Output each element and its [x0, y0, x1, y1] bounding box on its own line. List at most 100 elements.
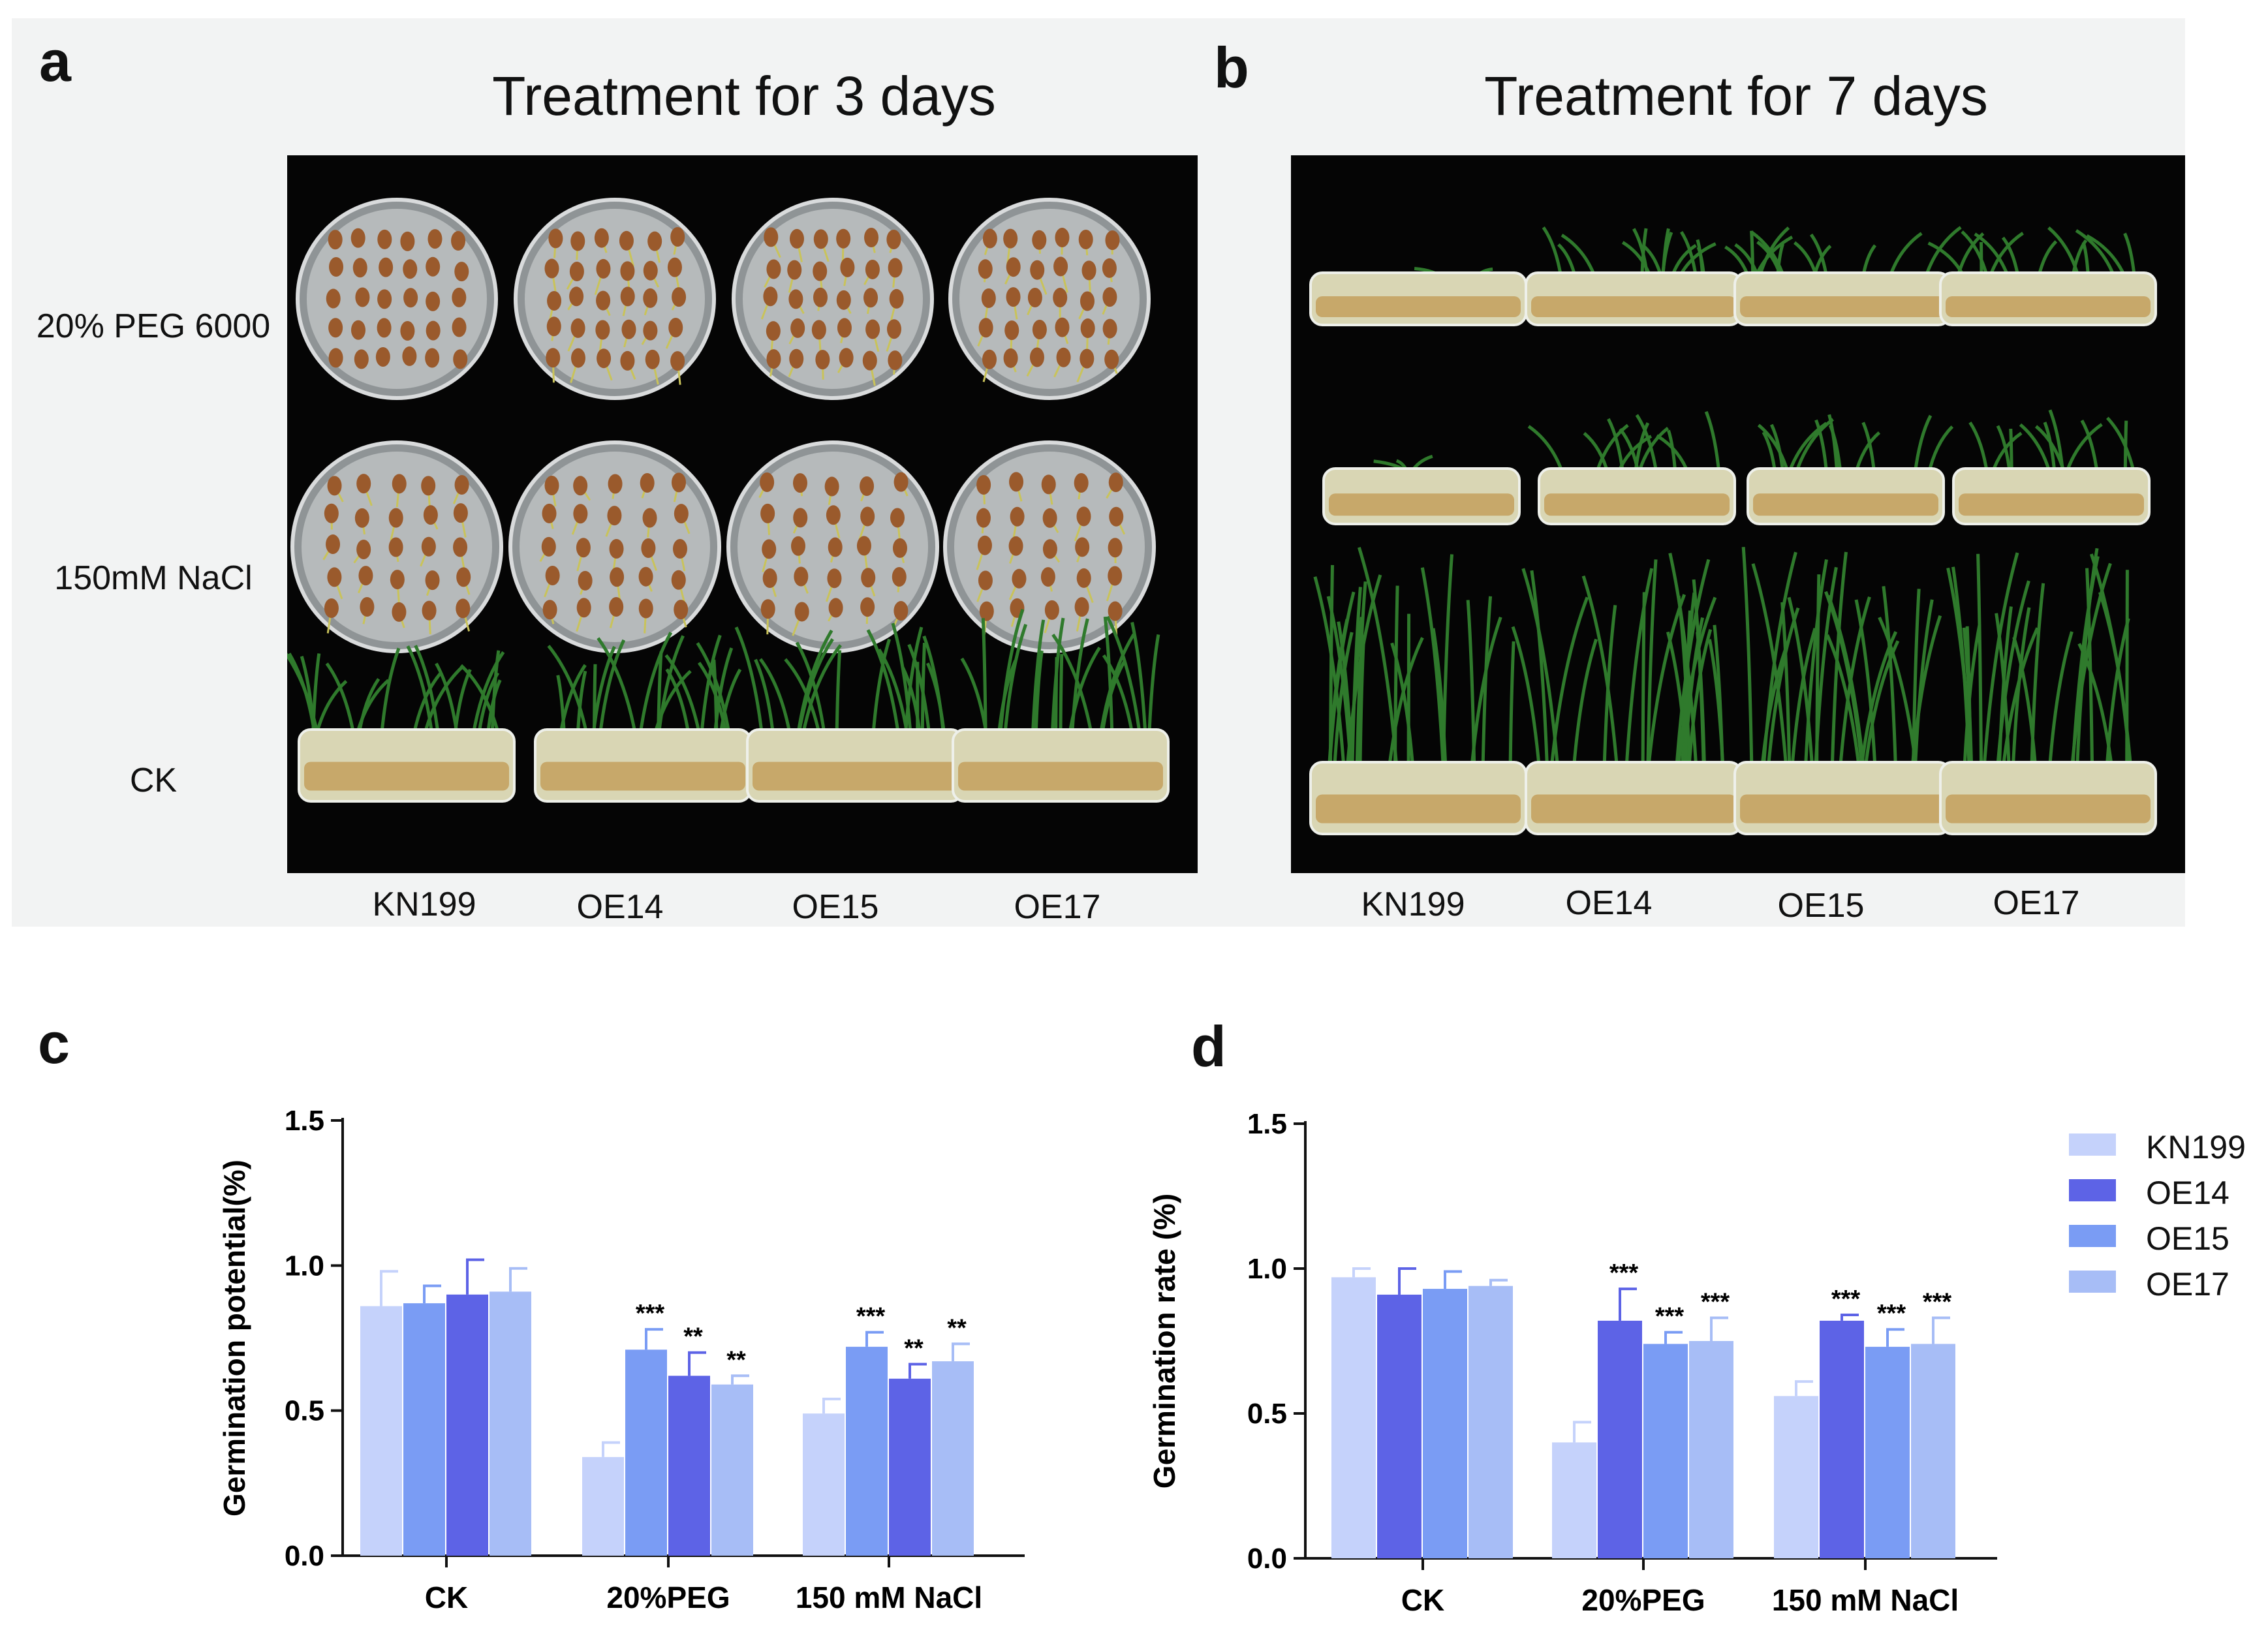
c1-bar-OE15-0 [1423, 1289, 1467, 1558]
petri-dish-ck-2-leaf [795, 641, 827, 737]
petri-dish-peg-1-seed [547, 290, 562, 311]
petri-dish-peg-0-seed [379, 257, 394, 277]
petri-dish-peg-1-seed [619, 230, 634, 251]
petri-dish-nacl-2-seed [760, 472, 775, 492]
c1-y-tick-label-2: 1.0 [1247, 1253, 1287, 1285]
petri-dish-b-ck-0-leaf [1355, 581, 1367, 769]
c0-sig-OE17-1: ** [726, 1346, 746, 1374]
panel-b-title: Treatment for 7 days [1484, 65, 1988, 127]
petri-dish-nacl-0-seed [324, 598, 339, 618]
petri-dish-peg-3-seed [1080, 318, 1095, 339]
petri-dish-nacl-1-seed [541, 536, 556, 557]
petri-dish-b-nacl-1-seeds [1544, 493, 1730, 516]
petri-dish-nacl-2-seed [794, 602, 809, 622]
petri-dish-peg-2-seed [839, 348, 854, 368]
petri-dish-peg-1-seed [643, 288, 658, 308]
petri-dish-nacl-3-seed [1074, 597, 1089, 617]
c0-sig-OE17-2: ** [947, 1314, 967, 1342]
c0-sig-OE15-1: *** [636, 1300, 665, 1327]
col-label-b-oe14: OE14 [1565, 884, 1653, 922]
col-label-a-kn199: KN199 [372, 886, 476, 923]
c0-y-tick-label-0: 0.0 [285, 1540, 324, 1572]
germination-rate-chart: Germination rate (%) 0.0 0.5 1.0 1.5 CK 20%PEG… [1147, 1108, 1997, 1617]
petri-dish-ck-3-leaf [1031, 619, 1046, 737]
petri-dish-b-nacl-1-leaf [1704, 410, 1721, 476]
panel-a-title: Treatment for 3 days [492, 65, 996, 127]
petri-dish-ck-3-leaf [1003, 623, 1028, 737]
petri-dish-nacl-1-seed [578, 570, 593, 591]
petri-dish-peg-2-seed [862, 350, 877, 371]
petri-dish-nacl-3-seed [979, 601, 994, 621]
petri-dish-peg-3-seed [978, 259, 993, 279]
petri-dish-nacl-0-seed [388, 537, 403, 557]
petri-dish-nacl-2-seed [828, 537, 843, 557]
petri-dish-nacl-3-seed [1012, 568, 1027, 589]
petri-dish-b-ck-1-leaf [1602, 605, 1617, 769]
petri-dish-peg-1-paper [525, 209, 705, 389]
petri-dish-peg-3-paper [959, 209, 1140, 389]
petri-dish-ck-1-leaf [558, 664, 587, 737]
petri-dish-peg-1-seed [621, 319, 636, 339]
petri-dish-peg-2-seed [865, 259, 880, 279]
legend-swatch-oe14 [2069, 1179, 2116, 1201]
petri-dish-peg-0-paper [307, 209, 487, 389]
petri-dish-peg-3-seed [1104, 349, 1119, 369]
c0-bar-OE17-1 [711, 1384, 753, 1556]
petri-dish-nacl-1-seed [576, 598, 591, 618]
legend: KN199 OE14 OE15 OE17 [2069, 1126, 2265, 1387]
petri-dish-peg-2-seed [864, 228, 879, 248]
petri-dish-peg-2-seed [764, 227, 779, 247]
petri-dish-b-ck-1-leaf [1713, 624, 1724, 769]
petri-dish-peg-2-seed [813, 261, 828, 281]
seedling-dishes-7-days [1309, 226, 2157, 835]
petri-dish-nacl-3-seed [1108, 566, 1123, 586]
petri-dish-nacl-0-seed [421, 476, 436, 496]
petri-dish-b-ck-2-leaf [1790, 628, 1817, 769]
petri-dish-nacl-1-seed [671, 472, 686, 493]
petri-dish-peg-0-seed [328, 318, 343, 338]
petri-dish-peg-3-seed [1102, 258, 1117, 278]
petri-dish-ck-1-leaf [591, 645, 616, 737]
petri-dish-b-ck-0-leaf [1420, 567, 1445, 769]
c1-category-label-1: 20%PEG [1581, 1583, 1705, 1617]
petri-dish-peg-2-seed [865, 319, 880, 339]
petri-dish-ck-0-leaf [406, 645, 434, 737]
petri-dish-peg-1-seed [643, 260, 658, 281]
col-label-b-oe17: OE17 [1993, 884, 2080, 922]
petri-dish-peg-3-seed [1078, 229, 1093, 249]
petri-dish-ck-2-leaf [866, 629, 901, 737]
petri-dish-b-ck-2-leaf [1839, 596, 1871, 769]
c0-bar-KN199-0 [360, 1306, 402, 1556]
petri-dish-nacl-3-seed [1040, 567, 1055, 587]
petri-dish-b-ck-0-leaf [1333, 632, 1354, 769]
petri-dish-nacl-0-seed [388, 508, 403, 528]
petri-dish-peg-0-seed [400, 231, 415, 251]
petri-dish-b-ck-1-leaf [1692, 579, 1705, 769]
petri-dish-peg-2-seed [886, 230, 901, 250]
col-label-a-oe17: OE17 [1014, 888, 1101, 926]
petri-dish-b-ck-1-leaf [1549, 596, 1589, 769]
petri-dish-nacl-2-seed [893, 472, 909, 492]
petri-dish-peg-2-seed [766, 349, 781, 369]
petri-dish-nacl-3-seed [1008, 536, 1023, 556]
col-label-b-kn199: KN199 [1361, 886, 1465, 923]
petri-dish-peg-0-seed [452, 287, 467, 307]
c0-bar-OE15-2 [846, 1346, 888, 1556]
petri-dish-b-ck-1-leaf [1676, 596, 1717, 769]
petri-dish-nacl-3-seed [976, 474, 991, 495]
petri-dish-ck-3-seeds [958, 762, 1163, 791]
petri-dish-peg-2-seed [888, 258, 903, 278]
petri-dish-b-ck-2-leaf [1854, 599, 1877, 769]
petri-dish-ck-1-leaf [664, 654, 702, 737]
c0-bar-OE14-2 [889, 1378, 931, 1556]
petri-dish-peg-3-seed [1080, 348, 1095, 369]
petri-dish-peg-2-seed [840, 257, 855, 277]
petri-dish-peg-1-seed [620, 286, 635, 307]
c0-sig-OE15-2: *** [856, 1303, 886, 1331]
petri-dish-peg-2-seed [889, 288, 904, 309]
petri-dish-nacl-2-seed [824, 476, 839, 497]
petri-dish-peg-3-seed [1055, 228, 1070, 248]
petri-dish-peg-0-seed [425, 348, 440, 368]
petri-dish-nacl-2-seed [892, 567, 907, 587]
petri-dish-ck-0-seeds [304, 762, 509, 791]
